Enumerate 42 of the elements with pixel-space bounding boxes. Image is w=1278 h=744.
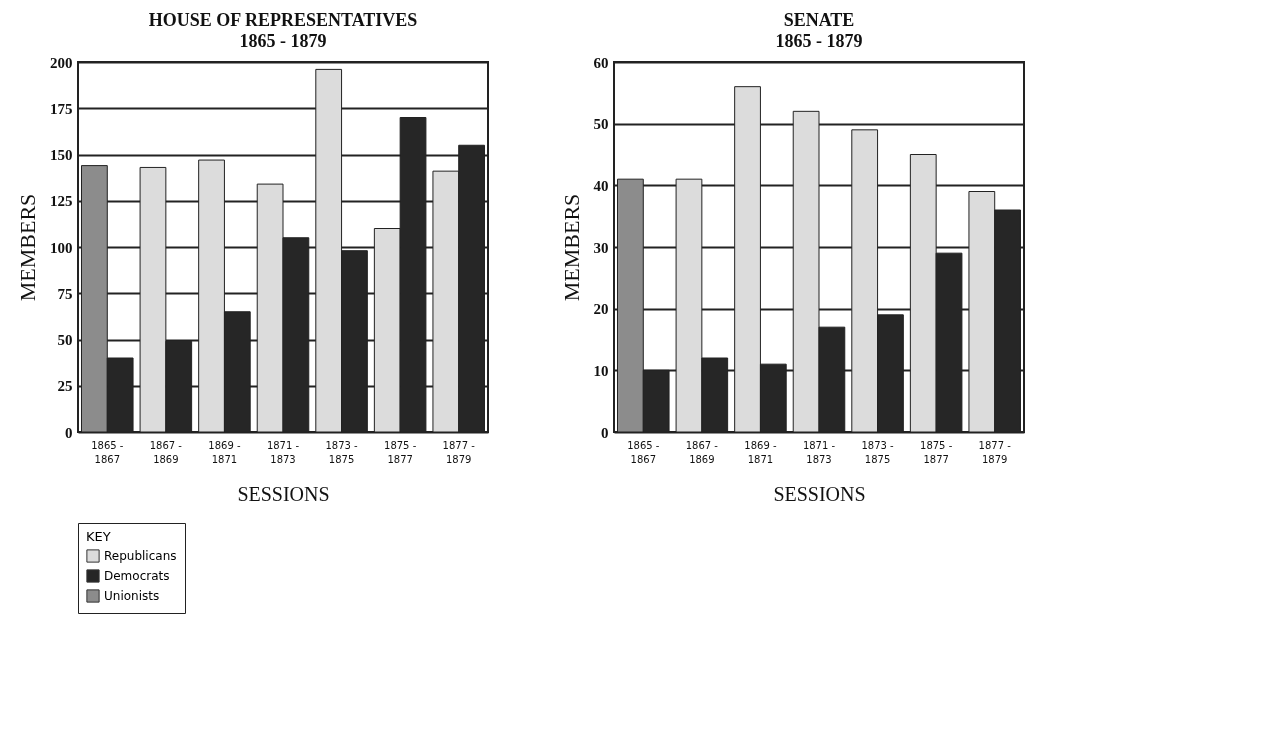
- x-tick-label: 1873 - 1875: [861, 439, 895, 465]
- chart-title: SENATE: [783, 10, 855, 30]
- y-tick-label: 20: [593, 301, 609, 318]
- chart-subtitle: 1865 - 1879: [239, 31, 327, 51]
- y-tick-label: 175: [50, 100, 73, 117]
- x-tick-label: 1875 - 1877: [384, 439, 417, 465]
- x-tick-label: 1869 - 1871: [208, 439, 241, 465]
- x-axis-title: SESSIONS: [773, 482, 866, 505]
- chart-title: HOUSE OF REPRESENTATIVES: [148, 10, 418, 30]
- legend-label: Unionists: [104, 589, 160, 603]
- y-tick-label: 25: [57, 378, 73, 395]
- chart-subtitle: 1865 - 1879: [775, 31, 863, 51]
- y-tick-label: 30: [593, 239, 609, 256]
- x-tick-label: 1865 - 1867: [627, 439, 660, 465]
- x-axis-title: SESSIONS: [237, 482, 330, 505]
- x-tick-label: 1867 - 1869: [149, 439, 183, 465]
- y-tick-label: 200: [50, 54, 73, 71]
- x-tick-label: 1875 - 1877: [920, 439, 953, 465]
- y-tick-label: 0: [65, 424, 73, 441]
- legend-label: Republicans: [104, 549, 177, 563]
- x-tick-label: 1871 - 1873: [802, 439, 836, 465]
- y-tick-label: 10: [593, 362, 609, 379]
- y-tick-label: 0: [601, 424, 609, 441]
- x-tick-label: 1873 - 1875: [325, 439, 359, 465]
- y-tick-label: 40: [593, 177, 609, 194]
- y-tick-label: 125: [50, 193, 73, 210]
- y-axis-title: MEMBERS: [558, 193, 584, 302]
- x-tick-label: 1867 - 1869: [685, 439, 719, 465]
- y-tick-label: 50: [593, 116, 609, 133]
- x-tick-label: 1877 - 1879: [978, 439, 1012, 465]
- y-axis-title: MEMBERS: [15, 193, 40, 302]
- x-tick-label: 1869 - 1871: [744, 439, 777, 465]
- x-tick-label: 1871 - 1873: [266, 439, 300, 465]
- y-tick-label: 50: [57, 332, 73, 348]
- y-tick-label: 60: [593, 54, 609, 71]
- y-tick-label: 75: [57, 285, 73, 302]
- x-tick-label: 1865 - 1867: [91, 439, 124, 465]
- legend-label: Democrats: [104, 569, 170, 583]
- y-tick-label: 150: [50, 147, 73, 163]
- y-tick-label: 100: [50, 239, 73, 256]
- legend-title: KEY: [86, 529, 111, 544]
- x-tick-label: 1877 - 1879: [442, 439, 476, 465]
